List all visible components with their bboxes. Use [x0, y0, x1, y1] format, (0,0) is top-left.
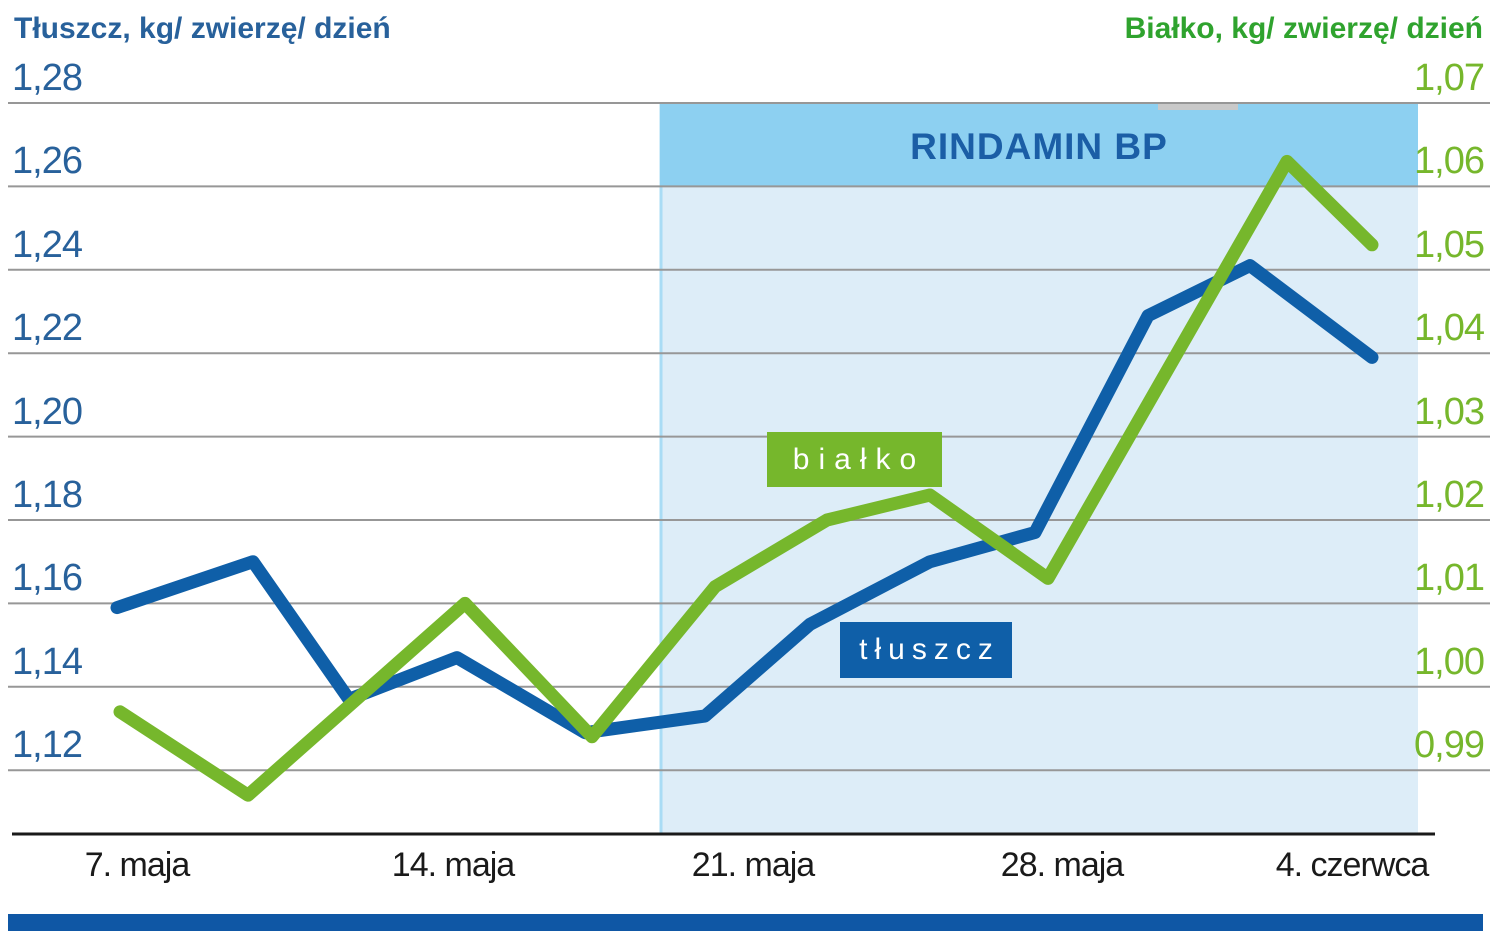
right-axis-tick-label: 1,02 — [1414, 474, 1485, 516]
right-axis-tick-label: 0,99 — [1414, 724, 1485, 767]
right-axis-tick-label: 1,03 — [1414, 390, 1485, 433]
left-axis-title: Tłuszcz, kg/ zwierzę/ dzień — [14, 12, 391, 45]
left-axis-tick-label: 1,14 — [12, 640, 83, 683]
x-axis-tick-label: 14. maja — [391, 846, 515, 884]
x-axis-tick-label: 21. maja — [691, 846, 815, 884]
right-axis-tick-label: 1,01 — [1414, 557, 1485, 600]
left-axis-tick-label: 1,18 — [12, 474, 83, 516]
highlight-region-label: RINDAMIN BP — [910, 126, 1168, 167]
left-axis-tick-label: 1,24 — [12, 223, 83, 266]
left-axis-tick-label: 1,28 — [12, 57, 83, 99]
left-axis-tick-label: 1,16 — [12, 557, 83, 600]
right-axis-title: Białko, kg/ zwierzę/ dzień — [1124, 12, 1483, 45]
series-label-bialko: białko — [767, 432, 942, 487]
left-axis-tick-label: 1,12 — [12, 724, 83, 767]
left-axis-tick-label: 1,22 — [12, 307, 83, 350]
right-axis-tick-label: 1,07 — [1414, 57, 1485, 99]
gray-artifact — [1158, 103, 1238, 110]
right-axis-tick-label: 1,04 — [1414, 307, 1485, 350]
left-axis-tick-label: 1,20 — [12, 390, 83, 433]
series-line-tluszcz — [110, 259, 1379, 740]
series-line-bialko — [113, 154, 1379, 802]
x-axis-tick-label: 7. maja — [84, 846, 191, 884]
series-label-tluszcz: tłuszcz — [840, 622, 1012, 678]
right-axis-tick-label: 1,06 — [1414, 140, 1485, 183]
bottom-accent-bar — [8, 914, 1483, 931]
x-axis-tick-label: 4. czerwca — [1275, 846, 1430, 884]
right-axis-tick-label: 1,00 — [1414, 640, 1485, 683]
right-axis-tick-label: 1,05 — [1414, 223, 1485, 266]
left-axis-tick-label: 1,26 — [12, 140, 83, 183]
x-axis-tick-label: 28. maja — [1000, 846, 1124, 884]
